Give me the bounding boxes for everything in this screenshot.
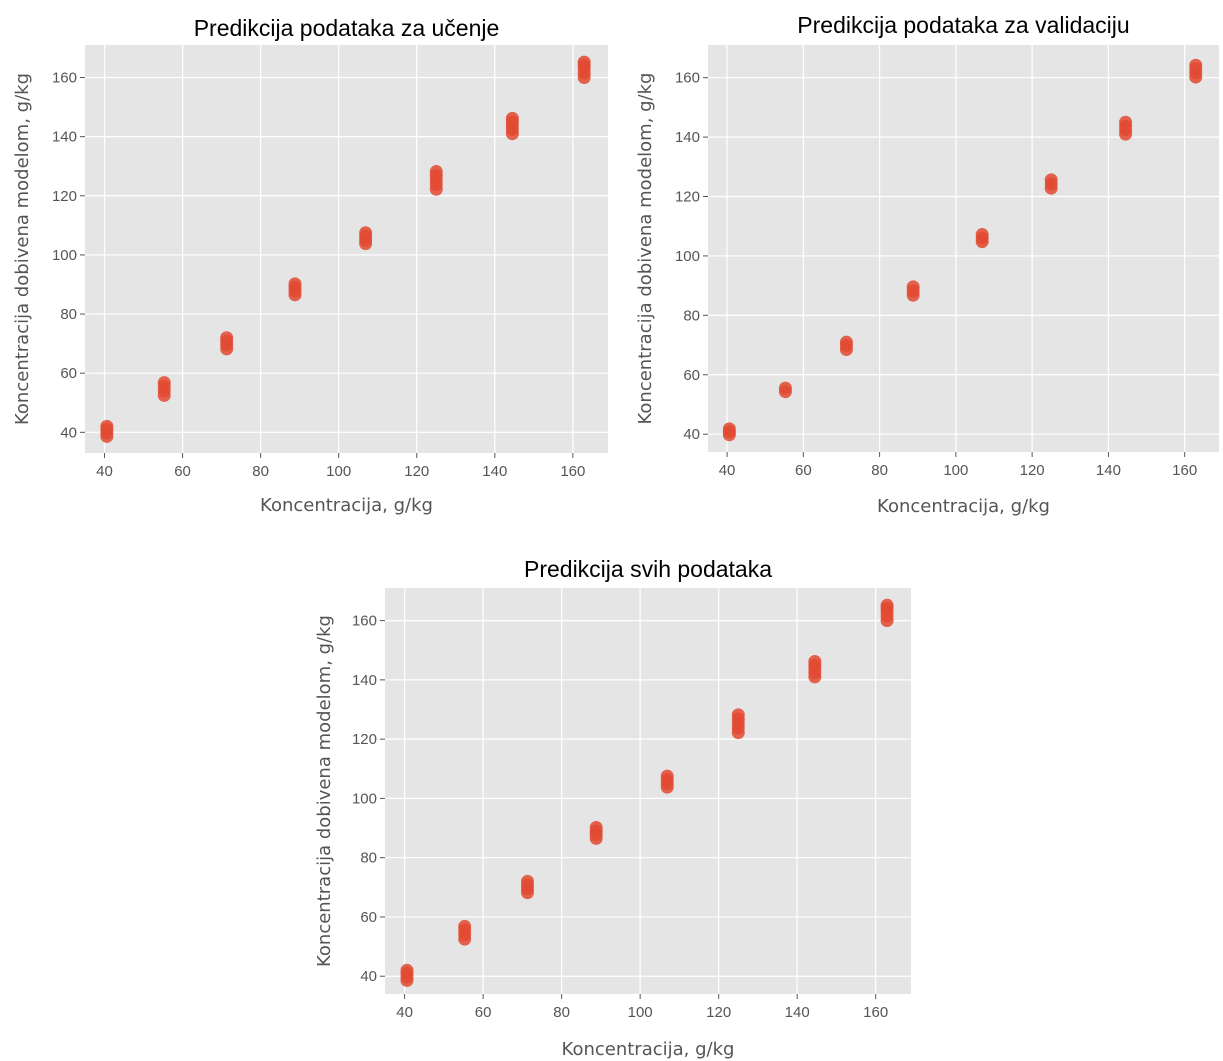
data-point — [778, 381, 792, 395]
y-tick-label: 80 — [360, 850, 377, 867]
x-tick-label: 100 — [943, 462, 968, 479]
x-axis-label: Koncentracija, g/kg — [562, 1039, 735, 1060]
x-tick-label: 140 — [482, 463, 507, 480]
x-tick-label: 140 — [1096, 462, 1121, 479]
chart-panel-1: 40 60 80 100 120 140 160 40 60 80 100 120 140 160 Pred… — [12, 15, 608, 516]
x-tick-label: 160 — [863, 1004, 888, 1021]
data-point — [880, 598, 894, 612]
y-tick-label: 160 — [352, 613, 377, 630]
y-tick-label: 160 — [52, 70, 77, 87]
x-tick-label: 120 — [404, 463, 429, 480]
x-tick-label: 60 — [174, 463, 191, 480]
x-tick-label: 60 — [475, 1004, 492, 1021]
data-point — [505, 111, 519, 125]
chart-title: Predikcija svih podataka — [524, 556, 772, 582]
x-tick-label: 40 — [719, 462, 736, 479]
data-point — [722, 422, 736, 436]
data-point — [288, 277, 302, 291]
plot-area — [385, 588, 911, 994]
y-tick-label: 120 — [352, 731, 377, 748]
x-tick-label: 120 — [1020, 462, 1045, 479]
y-axis-label: Koncentracija dobivena modelom, g/kg — [12, 73, 33, 425]
y-tick-label: 120 — [675, 189, 700, 206]
data-point — [731, 708, 745, 722]
x-tick-label: 40 — [96, 463, 113, 480]
x-tick-label: 80 — [252, 463, 269, 480]
chart-title: Predikcija podataka za validaciju — [797, 12, 1129, 38]
data-point — [157, 376, 171, 390]
data-point — [975, 228, 989, 242]
x-tick-label: 80 — [553, 1004, 570, 1021]
y-tick-label: 100 — [352, 790, 377, 807]
y-tick-label: 60 — [60, 365, 77, 382]
y-axis-label: Koncentracija dobivena modelom, g/kg — [314, 615, 335, 967]
y-tick-label: 100 — [52, 247, 77, 264]
y-tick-label: 60 — [683, 367, 700, 384]
data-point — [359, 226, 373, 240]
data-point — [1044, 173, 1058, 187]
y-tick-label: 120 — [52, 188, 77, 205]
plot-area — [85, 45, 608, 453]
x-tick-label: 160 — [1172, 462, 1197, 479]
x-tick-label: 120 — [706, 1004, 731, 1021]
y-axis-label: Koncentracija dobivena modelom, g/kg — [635, 73, 656, 425]
data-point — [577, 55, 591, 69]
x-tick-label: 160 — [560, 463, 585, 480]
y-tick-label: 100 — [675, 248, 700, 265]
data-point — [100, 419, 114, 433]
y-tick-label: 140 — [52, 129, 77, 146]
x-tick-label: 80 — [871, 462, 888, 479]
x-axis-label: Koncentracija, g/kg — [260, 495, 433, 516]
x-tick-label: 100 — [628, 1004, 653, 1021]
chart-panel-2: 40 60 80 100 120 140 160 40 60 80 100 120 140 160 Pred… — [635, 12, 1219, 517]
data-point — [906, 280, 920, 294]
y-tick-label: 140 — [675, 129, 700, 146]
data-point — [660, 769, 674, 783]
y-tick-label: 80 — [60, 306, 77, 323]
data-point — [520, 874, 534, 888]
plot-area — [708, 45, 1219, 452]
data-point — [808, 654, 822, 668]
y-tick-label: 80 — [683, 307, 700, 324]
y-tick-label: 40 — [683, 426, 700, 443]
data-point — [220, 331, 234, 345]
data-point — [1119, 115, 1133, 129]
data-point — [839, 335, 853, 349]
data-point — [1189, 58, 1203, 72]
x-axis-label: Koncentracija, g/kg — [877, 496, 1050, 517]
y-tick-label: 140 — [352, 672, 377, 689]
x-tick-label: 140 — [785, 1004, 810, 1021]
chart-panel-3: 40 60 80 100 120 140 160 40 60 80 100 120 140 160 Pred… — [314, 556, 911, 1060]
data-point — [429, 165, 443, 179]
y-tick-label: 160 — [675, 70, 700, 87]
chart-title: Predikcija podataka za učenje — [194, 15, 500, 41]
x-tick-label: 60 — [795, 462, 812, 479]
x-tick-label: 100 — [326, 463, 351, 480]
data-point — [589, 820, 603, 834]
x-tick-label: 40 — [396, 1004, 413, 1021]
y-tick-label: 40 — [60, 424, 77, 441]
data-point — [458, 919, 472, 933]
y-tick-label: 40 — [360, 968, 377, 985]
data-point — [400, 963, 414, 977]
y-tick-label: 60 — [360, 909, 377, 926]
